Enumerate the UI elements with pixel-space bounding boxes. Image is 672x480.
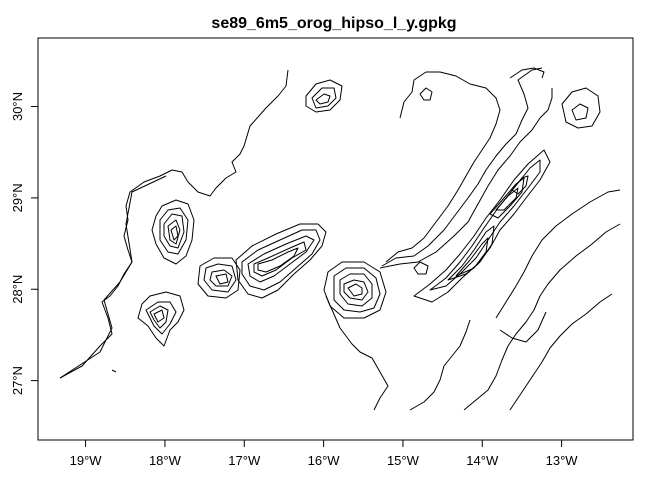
eastern-islands-contour [413,149,551,303]
x-tick-label: 18°W [149,453,182,468]
shelf-contour [379,88,553,269]
la-palma-contour [151,199,195,265]
x-tick-label: 19°W [70,453,103,468]
outer-contour [59,69,289,379]
plot-frame [37,37,634,441]
x-tick-label: 17°W [228,453,261,468]
selvagens-contour [305,79,343,113]
y-tick-label: 27°N [10,366,25,395]
x-tick-label: 16°W [308,453,341,468]
axis-ticks: 19°W 18°W 17°W 16°W 15°W 14°W 13°W 30°N 29°N 28°N… [10,92,578,468]
contour-lines [59,67,621,411]
map-title: se89_6m5_orog_hipso_l_y.gpkg [211,15,456,32]
x-tick-label: 14°W [466,453,499,468]
x-tick-label: 15°W [387,453,420,468]
la-gomera-contour [197,257,241,299]
islet-contour [561,87,601,129]
tenerife-contour [235,223,327,299]
x-tick-label: 13°W [546,453,579,468]
y-tick-label: 30°N [10,92,25,121]
y-tick-label: 28°N [10,275,25,304]
el-hierro-contour [137,291,185,347]
deep-contour [325,295,389,411]
y-tick-label: 29°N [10,183,25,212]
gran-canaria-contour [323,261,387,319]
